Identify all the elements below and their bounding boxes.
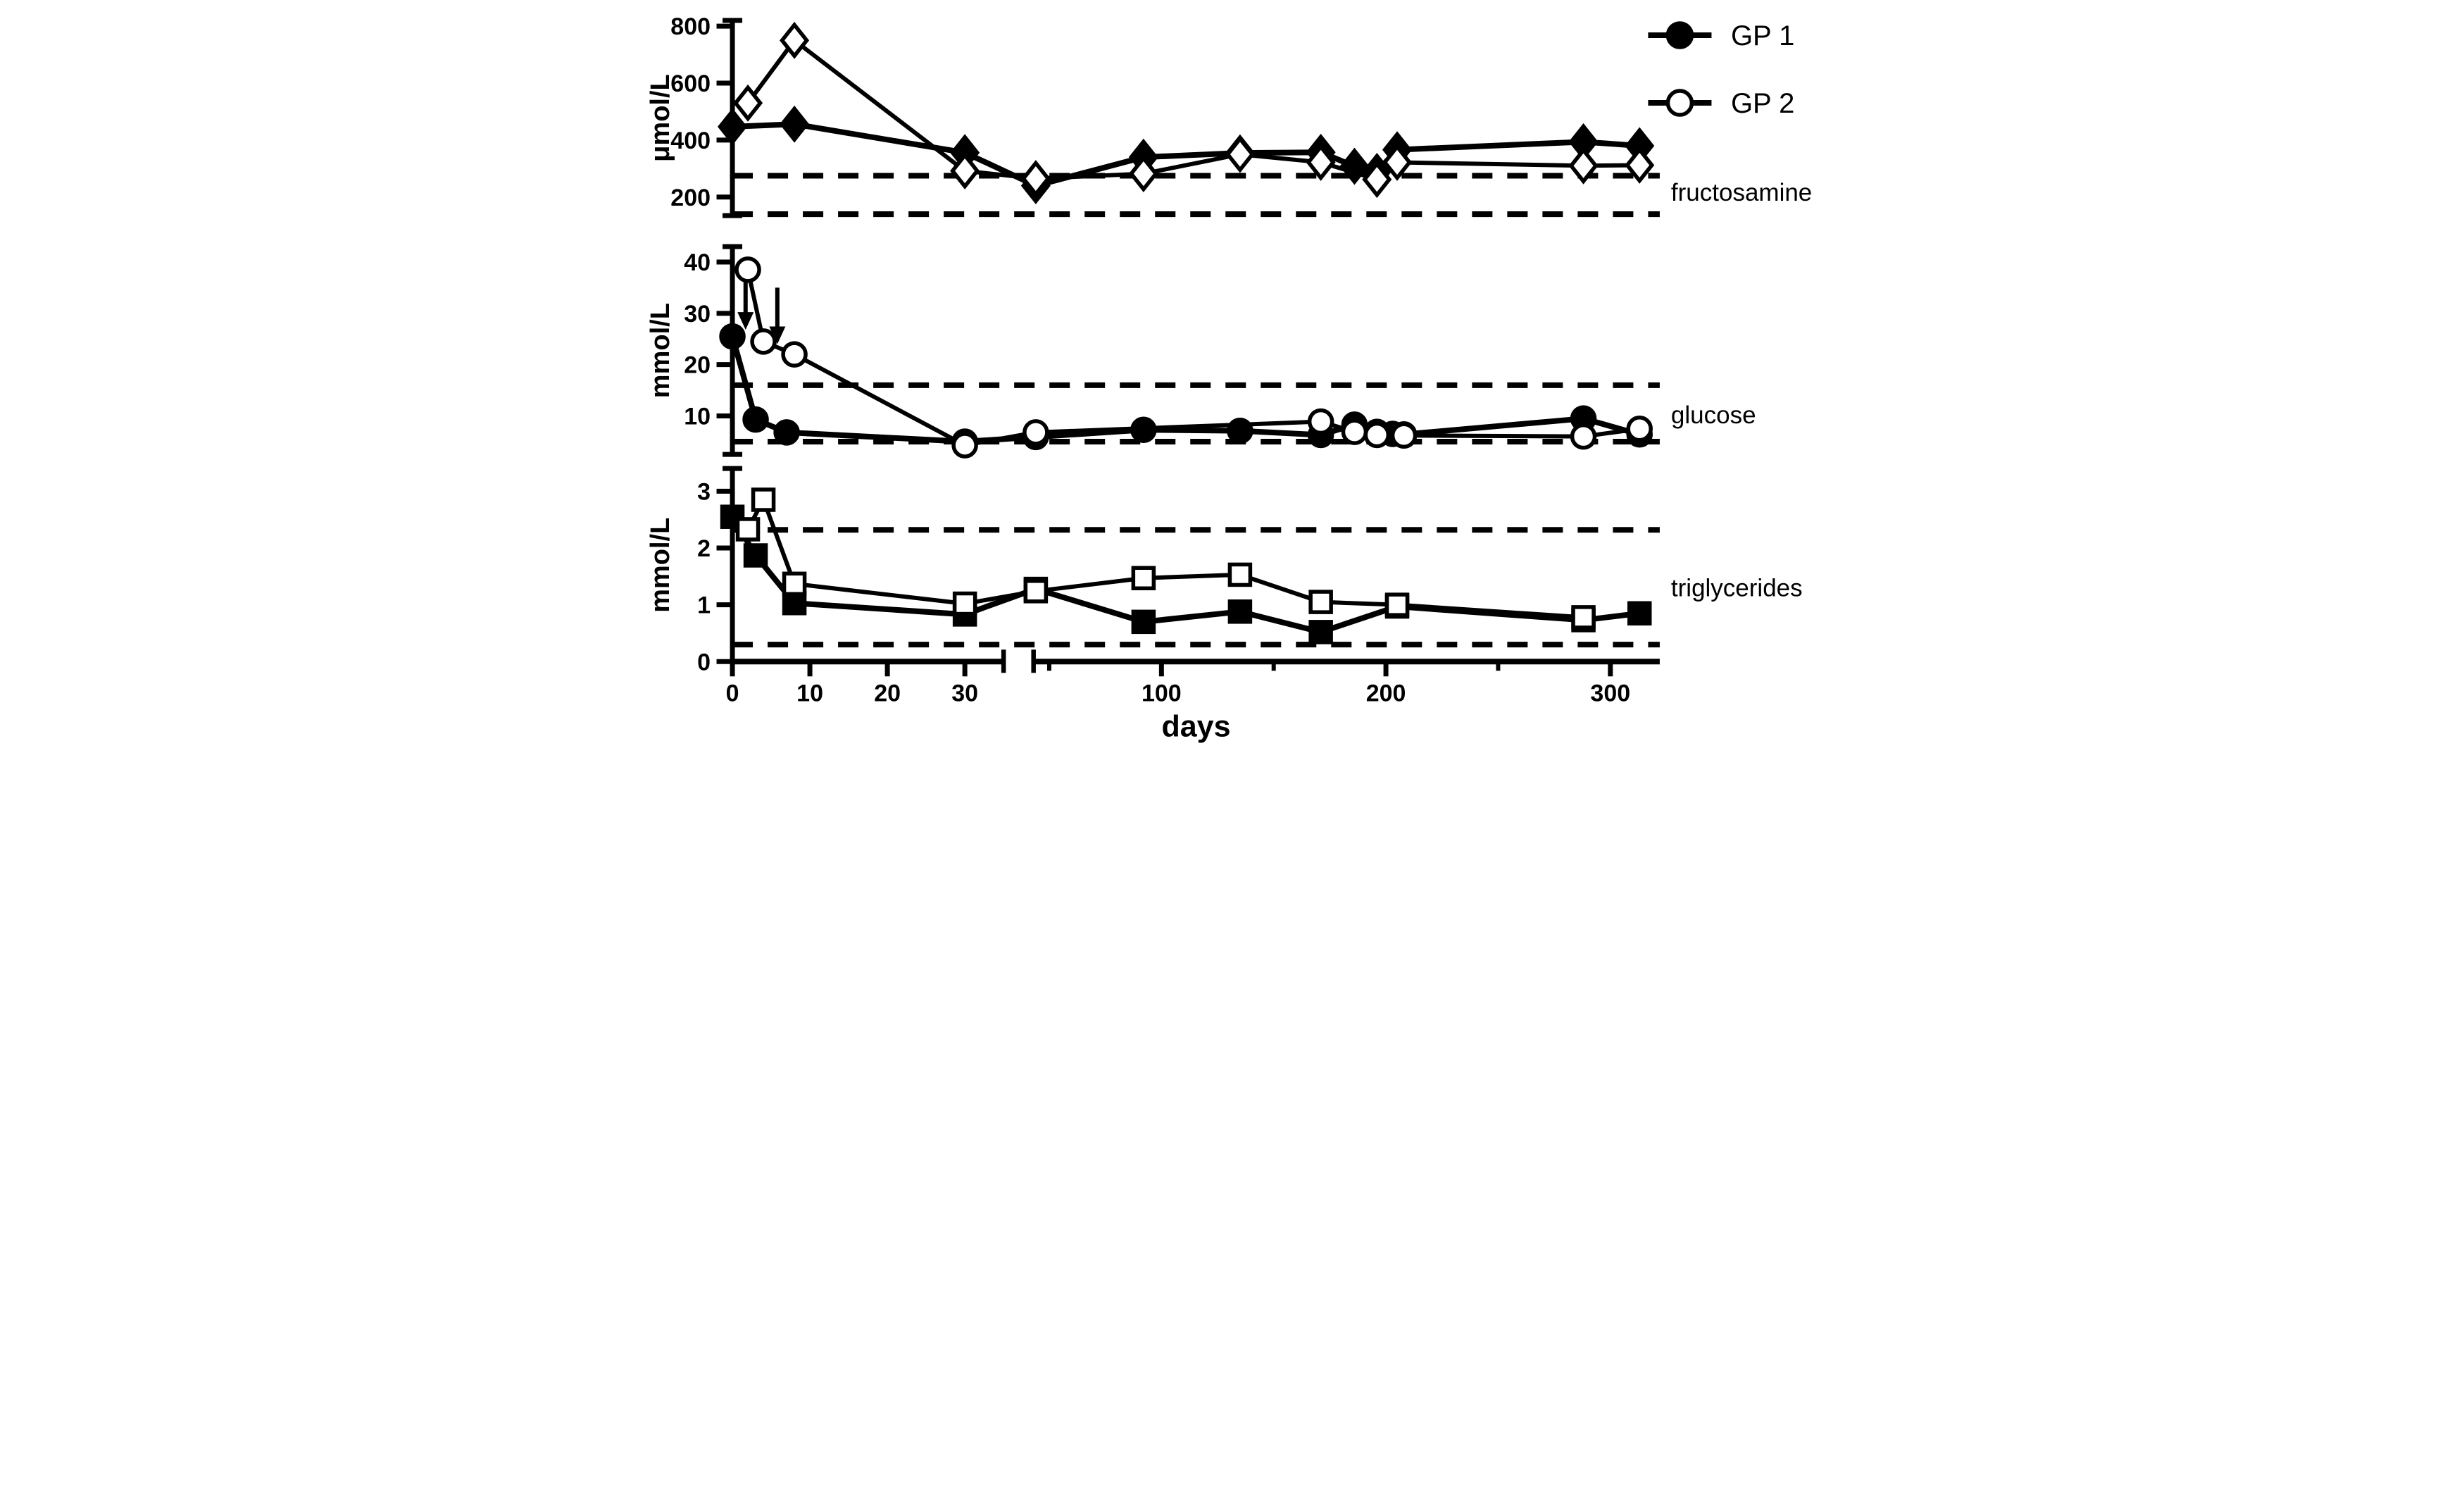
glucose-gp1-marker-day-3: [742, 406, 769, 433]
x-tick-label-100: 100: [1141, 680, 1181, 706]
x-axis-label: days: [1161, 709, 1230, 743]
glucose-y-tick-label-10: 10: [684, 404, 711, 430]
glucose-gp1-marker-day-7: [773, 419, 800, 446]
fructosamine-gp1-marker-day-0: [717, 108, 747, 146]
triglycerides-gp2-marker-day-30: [952, 591, 977, 616]
legend-label: GP 2: [1730, 88, 1794, 119]
fructosamine-y-tick-label-200: 200: [670, 185, 711, 211]
x-tick-label-0: 0: [725, 680, 739, 706]
fructosamine-gp2-marker-day-44: [1020, 160, 1051, 197]
fructosamine-y-tick-label-400: 400: [670, 127, 711, 154]
fructosamine-y-tick-label-800: 800: [670, 13, 711, 40]
glucose-gp2-marker-day-30: [951, 432, 978, 459]
glucose-y-axis-label: mmol/L: [646, 303, 675, 398]
glucose-y-tick-label-40: 40: [684, 249, 711, 276]
legend-open-circle-icon: [1665, 89, 1694, 117]
fructosamine-panel-label: fructosamine: [1670, 179, 1811, 206]
triglycerides-gp2-marker-day-92: [1131, 566, 1156, 591]
glucose-gp2-marker-day-196: [1363, 421, 1390, 449]
arrow-head: [768, 326, 785, 344]
fructosamine-gp2-marker-day-205: [1382, 144, 1412, 181]
fructosamine-gp2-marker-day-288: [1568, 147, 1599, 185]
fructosamine-gp2-marker-day-8: [779, 21, 809, 59]
glucose-treatment-arrow-icon: [768, 287, 785, 344]
glucose-gp2-marker-day-8: [780, 341, 808, 368]
triglycerides-gp1-marker-day-171: [1308, 620, 1333, 644]
triglycerides-gp2-marker-day-4: [751, 487, 775, 512]
triglycerides-y-tick-label-3: 3: [697, 478, 711, 505]
legend-item-gp-2: GP 2: [1647, 88, 1794, 119]
x-tick-label-200: 200: [1365, 680, 1406, 706]
triglycerides-gp2-marker-day-135: [1227, 562, 1252, 587]
triglycerides-gp2-line: [745, 497, 1584, 620]
fructosamine-y-tick-label-600: 600: [670, 70, 711, 97]
arrow-head: [737, 312, 753, 330]
fructosamine-gp2-marker-day-313: [1624, 147, 1654, 184]
figure-container: 200 400 600 800 μmol/L fructosamine 10 20 30 40 mm…: [615, 0, 1849, 751]
fructosamine-gp2-marker-day-171: [1306, 144, 1336, 181]
triglycerides-gp2-marker-day-44: [1023, 579, 1048, 604]
triglycerides-y-tick-label-2: 2: [697, 535, 711, 562]
fructosamine-gp2-marker-day-30: [949, 152, 980, 190]
glucose-gp2-marker-day-288: [1570, 423, 1596, 450]
legend: GP 1 GP 2: [1647, 20, 1794, 119]
fructosamine-gp2-marker-day-135: [1225, 135, 1255, 173]
triglycerides-gp1-marker-day-3: [743, 543, 768, 568]
glucose-gp2-marker-day-171: [1307, 408, 1334, 435]
glucose-panel-label: glucose: [1670, 401, 1756, 429]
x-tick-label-20: 20: [874, 680, 901, 706]
fructosamine-gp2-marker-day-92: [1128, 155, 1158, 193]
x-tick-label-30: 30: [951, 680, 978, 706]
figure-background: [615, 0, 1849, 751]
glucose-y-tick-label-20: 20: [684, 352, 711, 379]
triglycerides-y-tick-label-0: 0: [697, 649, 711, 675]
triglycerides-y-tick-label-1: 1: [697, 592, 711, 619]
glucose-treatment-arrow-icon: [737, 276, 753, 330]
x-tick-label-10: 10: [796, 680, 823, 706]
triglycerides-gp1-marker-day-135: [1227, 599, 1252, 624]
triglycerides-gp1-marker-day-313: [1627, 601, 1651, 625]
triglycerides-panel-label: triglycerides: [1670, 574, 1802, 602]
glucose-gp2-marker-day-208: [1390, 422, 1417, 449]
glucose-gp1-marker-day-0: [718, 323, 746, 350]
glucose-gp2-marker-day-313: [1625, 415, 1653, 442]
fructosamine-gp2-marker-day-196: [1361, 161, 1392, 199]
glucose-y-tick-label-30: 30: [684, 301, 711, 328]
x-axis: 0 10 20 30 100 200 300 days: [725, 649, 1660, 743]
fructosamine-gp2-marker-day-2: [732, 84, 763, 122]
glucose-gp2-marker-day-44: [1022, 419, 1049, 446]
legend-filled-circle-icon: [1665, 21, 1694, 49]
glucose-gp2-marker-day-186: [1341, 418, 1368, 445]
x-tick-label-300: 300: [1590, 680, 1630, 706]
fructosamine-y-axis-label: μmol/L: [646, 74, 675, 162]
triglycerides-gp2-marker-day-205: [1384, 592, 1409, 617]
glucose-gp2-marker-day-2: [734, 256, 761, 283]
line-chart-figure: 200400600800μmol/Lfructosamine10203040mm…: [615, 0, 1849, 751]
triglycerides-gp2-marker-day-288: [1570, 605, 1596, 630]
fructosamine-gp1-marker-day-8: [779, 105, 809, 143]
triglycerides-gp2-marker-day-2: [735, 517, 760, 542]
triglycerides-panel: 0 1 2 3 mmol/L triglycerides: [646, 466, 1802, 675]
fructosamine-panel: 200 400 600 800 μmol/L fructosamine: [646, 13, 1812, 218]
triglycerides-y-axis-label: mmol/L: [646, 518, 675, 613]
glucose-gp2-marker-day-4: [749, 328, 777, 355]
glucose-panel: 10 20 30 40 mmol/L glucose: [646, 244, 1756, 459]
legend-item-gp-1: GP 1: [1647, 20, 1794, 51]
legend-label: GP 1: [1730, 20, 1794, 51]
triglycerides-gp2-marker-day-171: [1308, 590, 1333, 614]
triglycerides-gp2-marker-day-8: [782, 571, 806, 597]
triglycerides-gp1-marker-day-92: [1131, 609, 1156, 635]
